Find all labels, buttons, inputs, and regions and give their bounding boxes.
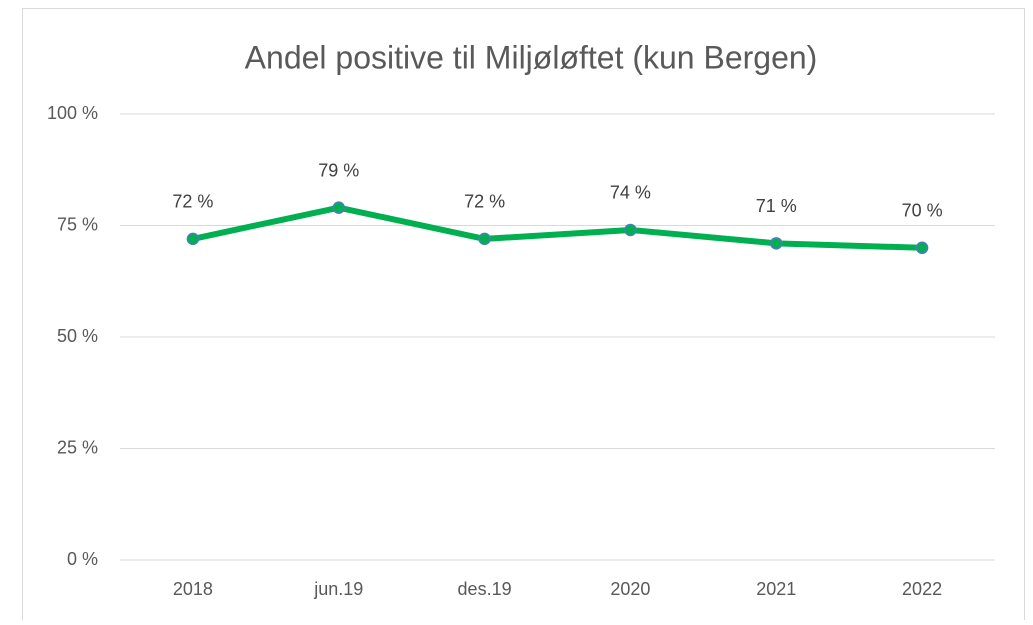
y-tick-label: 25 % (57, 437, 98, 457)
marker (332, 201, 345, 214)
x-tick-label: 2018 (173, 579, 213, 599)
x-tick-label: 2021 (756, 579, 796, 599)
data-label: 79 % (318, 160, 359, 180)
y-tick-label: 50 % (57, 326, 98, 346)
y-tick-label: 100 % (47, 103, 98, 123)
data-label: 72 % (172, 192, 213, 212)
data-label: 71 % (756, 196, 797, 216)
line (192, 204, 923, 251)
x-tick-label: jun.19 (313, 579, 363, 599)
y-tick-label: 0 % (67, 549, 98, 569)
data-label: 70 % (902, 201, 943, 221)
marker (770, 237, 783, 250)
chart-title: Andel positive til Miljøløftet (kun Berg… (245, 39, 818, 75)
marker (624, 223, 637, 237)
data-label: 72 % (464, 192, 505, 212)
marker (915, 241, 929, 255)
data-label: 74 % (610, 183, 651, 203)
chart-border (22, 8, 1025, 625)
x-tick-label: des.19 (458, 579, 512, 599)
x-tick-label: 2022 (902, 579, 942, 599)
marker (186, 232, 200, 246)
marker (478, 232, 491, 246)
x-tick-label: 2020 (610, 579, 650, 599)
y-tick-label: 75 % (57, 214, 98, 234)
